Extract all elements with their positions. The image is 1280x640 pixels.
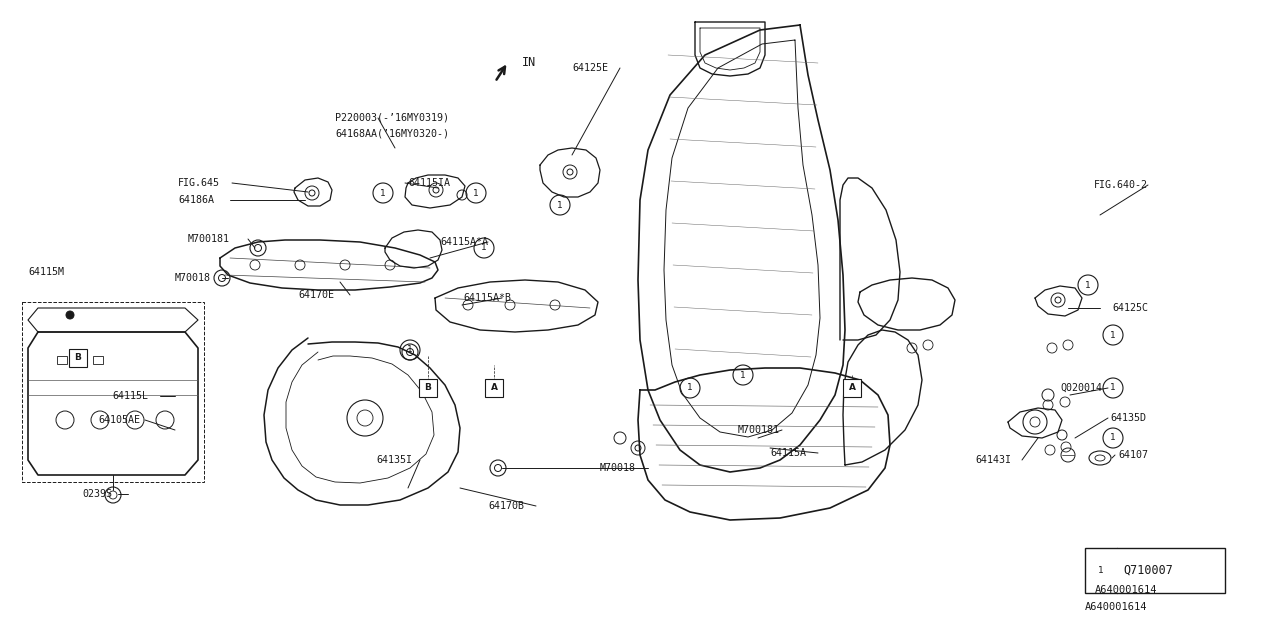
Text: A640001614: A640001614 <box>1085 602 1147 612</box>
Text: B: B <box>74 353 82 362</box>
Text: 64170E: 64170E <box>298 290 334 300</box>
Text: 1: 1 <box>481 243 486 253</box>
Bar <box>419 379 436 397</box>
Circle shape <box>67 311 74 319</box>
Text: M700181: M700181 <box>739 425 780 435</box>
Text: 64186A: 64186A <box>178 195 214 205</box>
Text: 64125E: 64125E <box>572 63 608 73</box>
Text: 1: 1 <box>687 383 692 392</box>
Text: A640001614: A640001614 <box>1094 585 1157 595</box>
Text: 64135I: 64135I <box>376 455 412 465</box>
Text: 64115A*B: 64115A*B <box>463 293 511 303</box>
Text: 1: 1 <box>407 346 413 355</box>
Text: Q710007: Q710007 <box>1123 564 1172 577</box>
Bar <box>69 349 87 367</box>
Text: 1: 1 <box>1110 383 1116 392</box>
Text: 1: 1 <box>1110 433 1116 442</box>
Text: 1: 1 <box>1110 330 1116 339</box>
Text: 64115IA: 64115IA <box>408 178 451 188</box>
Bar <box>485 379 503 397</box>
Text: 64115A: 64115A <box>771 448 806 458</box>
Text: M70018: M70018 <box>600 463 636 473</box>
Text: FIG.640-2: FIG.640-2 <box>1094 180 1148 190</box>
Text: 64115A*A: 64115A*A <box>440 237 488 247</box>
Text: A: A <box>490 383 498 392</box>
Bar <box>93 356 102 364</box>
Bar <box>22 302 204 482</box>
Text: IN: IN <box>522 56 536 70</box>
Text: 64170B: 64170B <box>488 501 524 511</box>
Text: M70018: M70018 <box>175 273 211 283</box>
Text: 64115L: 64115L <box>113 391 148 401</box>
Text: M700181: M700181 <box>188 234 230 244</box>
Text: B: B <box>425 383 431 392</box>
Text: 64125C: 64125C <box>1112 303 1148 313</box>
Text: 64135D: 64135D <box>1110 413 1146 423</box>
Bar <box>844 379 861 397</box>
Text: P220003(-’16MY0319): P220003(-’16MY0319) <box>335 113 449 123</box>
Text: FIG.645: FIG.645 <box>178 178 220 188</box>
Text: A: A <box>849 383 855 392</box>
Text: 64105AE: 64105AE <box>99 415 140 425</box>
Text: 1: 1 <box>474 189 479 198</box>
Text: 1: 1 <box>1098 566 1103 575</box>
Text: 64115M: 64115M <box>28 267 64 277</box>
Text: 64107: 64107 <box>1117 450 1148 460</box>
Text: Q020014: Q020014 <box>1060 383 1102 393</box>
Text: 0239S: 0239S <box>82 489 113 499</box>
Bar <box>58 356 67 364</box>
Text: 1: 1 <box>740 371 746 380</box>
Text: 1: 1 <box>557 200 563 209</box>
Text: 64168AA(’16MY0320-): 64168AA(’16MY0320-) <box>335 128 449 138</box>
Text: 64143I: 64143I <box>975 455 1011 465</box>
Text: 1: 1 <box>380 189 385 198</box>
Text: 1: 1 <box>1085 280 1091 289</box>
Bar <box>1085 548 1225 593</box>
